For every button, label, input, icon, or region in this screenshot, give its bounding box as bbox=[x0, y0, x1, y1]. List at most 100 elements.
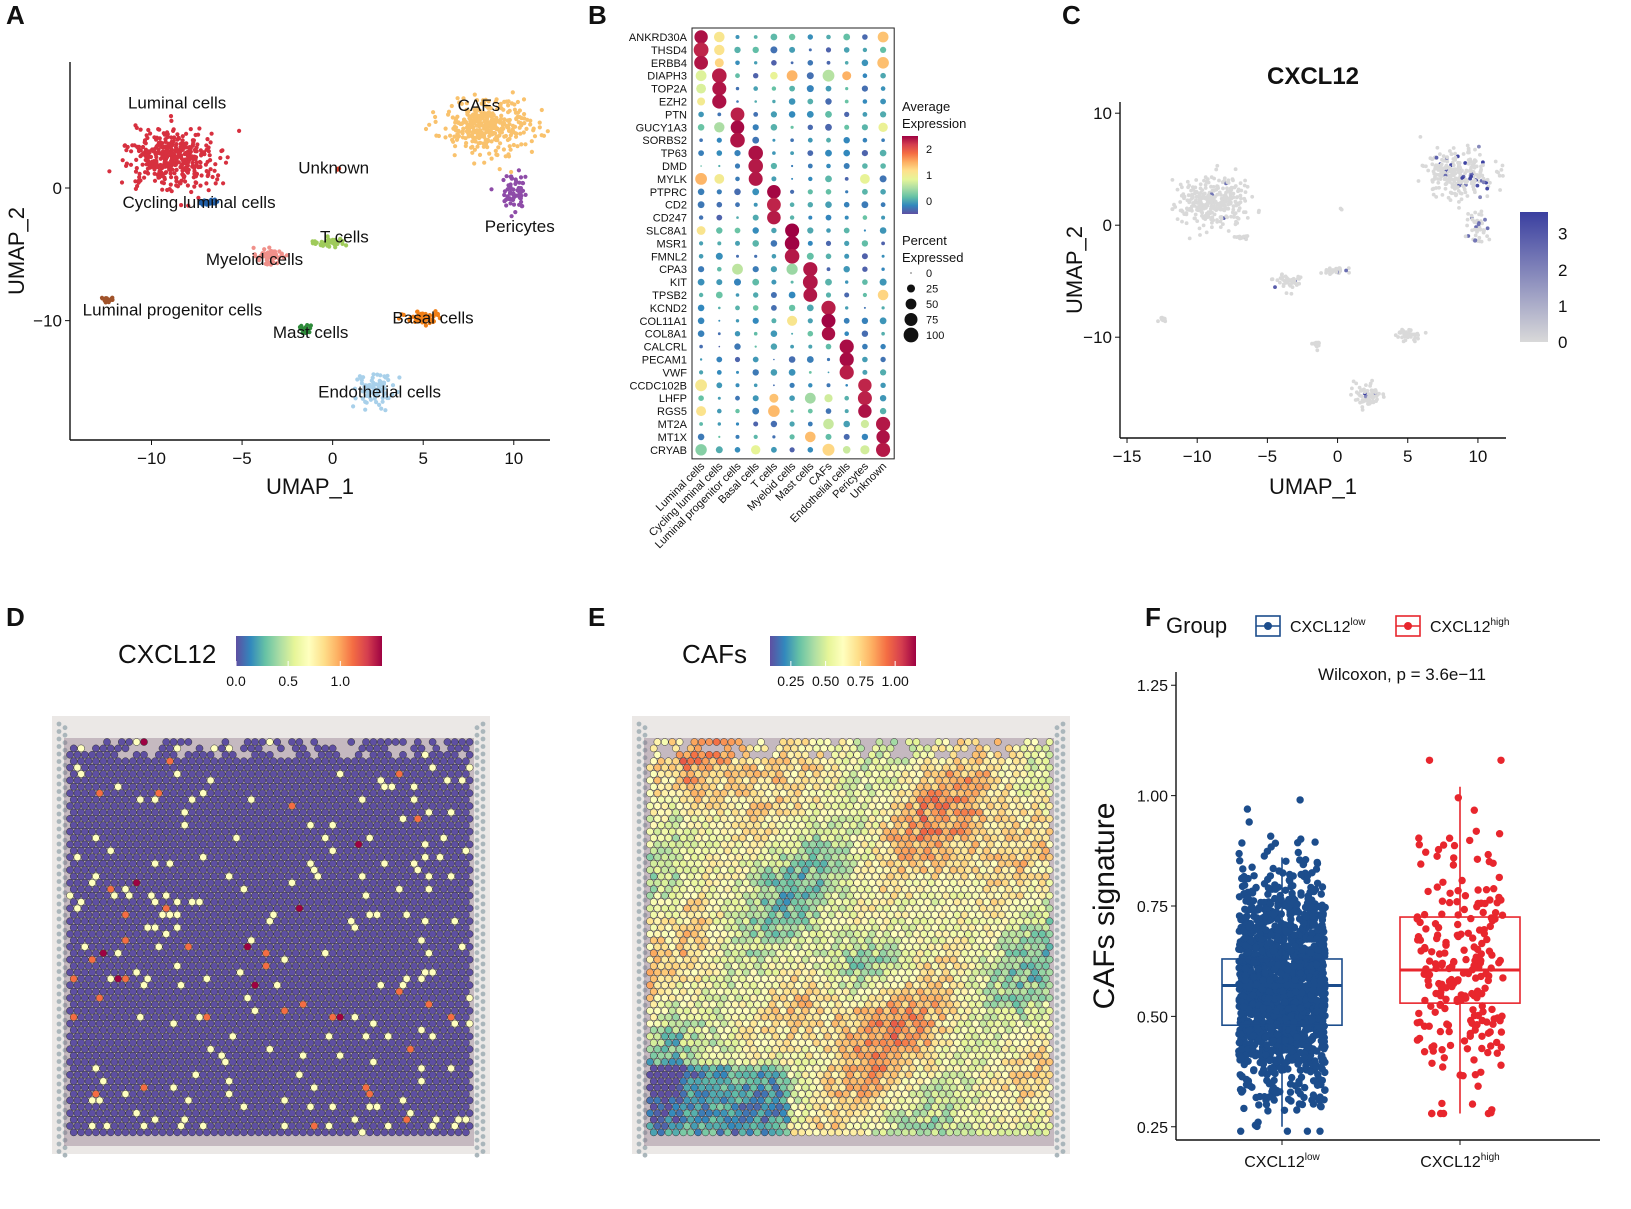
spatial-spot bbox=[284, 949, 293, 958]
spatial-spot bbox=[229, 968, 237, 977]
spatial-spot bbox=[162, 802, 170, 810]
spatial-spot bbox=[195, 898, 204, 906]
spatial-spot bbox=[236, 802, 244, 810]
spatial-spot bbox=[188, 898, 196, 906]
spatial-spot bbox=[465, 904, 474, 913]
spatial-spot bbox=[284, 821, 293, 829]
spatial-spot bbox=[129, 795, 137, 804]
cell-point bbox=[411, 314, 416, 319]
fiducial-spot bbox=[480, 736, 486, 742]
spatial-spot bbox=[166, 987, 174, 996]
expression-dot bbox=[861, 85, 868, 92]
spatial-spot bbox=[454, 859, 463, 868]
fiducial-spot bbox=[474, 807, 480, 813]
spatial-spot bbox=[332, 789, 341, 797]
expression-dot bbox=[844, 177, 849, 181]
spatial-spot bbox=[132, 802, 141, 810]
spatial-spot bbox=[106, 885, 115, 894]
cell-point bbox=[183, 157, 188, 162]
spatial-spot bbox=[251, 981, 259, 990]
spatial-spot bbox=[395, 923, 404, 932]
spatial-spot bbox=[251, 904, 259, 913]
spatial-spot bbox=[465, 815, 474, 823]
cell-point bbox=[465, 112, 470, 117]
spatial-spot bbox=[303, 904, 311, 913]
spatial-spot bbox=[210, 911, 219, 919]
spatial-spot bbox=[391, 981, 400, 990]
fiducial-spot bbox=[480, 886, 486, 892]
spatial-spot bbox=[414, 815, 422, 823]
cell-point bbox=[1319, 271, 1323, 275]
cell-point bbox=[163, 170, 169, 175]
spatial-spot bbox=[114, 744, 122, 753]
spatial-spot bbox=[77, 783, 85, 791]
spatial-spot bbox=[428, 891, 437, 900]
spatial-spot bbox=[432, 872, 441, 881]
cell-point bbox=[146, 153, 151, 158]
spatial-spot bbox=[147, 879, 156, 887]
cell-point bbox=[510, 90, 515, 95]
spatial-spot bbox=[221, 955, 230, 964]
spatial-spot bbox=[173, 783, 182, 791]
expression-dot bbox=[843, 266, 850, 273]
cell-point bbox=[180, 134, 185, 139]
spatial-spot bbox=[129, 872, 137, 881]
y-tick-label: 0 bbox=[1103, 216, 1112, 235]
cell-point bbox=[186, 160, 191, 165]
expression-dot bbox=[770, 111, 777, 118]
cell-point bbox=[537, 120, 542, 125]
spatial-title: CXCL12 bbox=[118, 639, 216, 669]
cell-point bbox=[390, 392, 395, 397]
spatial-spot bbox=[414, 930, 422, 938]
spatial-spot bbox=[447, 936, 455, 945]
fiducial-spot bbox=[56, 916, 62, 922]
spatial-spot bbox=[306, 770, 315, 778]
expression-dot bbox=[862, 369, 868, 375]
spatial-spot bbox=[169, 994, 178, 1002]
fiducial-spot bbox=[480, 909, 486, 914]
spatial-spot bbox=[199, 879, 207, 887]
spatial-spot bbox=[454, 975, 463, 983]
spatial-spot bbox=[232, 962, 241, 970]
spatial-spot bbox=[254, 962, 263, 970]
fiducial-spot bbox=[474, 905, 480, 911]
cell-point bbox=[1465, 143, 1470, 148]
spatial-spot bbox=[421, 968, 430, 977]
expression-dot bbox=[862, 215, 868, 220]
spatial-spot bbox=[236, 917, 244, 926]
spatial-spot bbox=[354, 943, 363, 951]
spatial-spot bbox=[402, 859, 411, 868]
spatial-spot bbox=[125, 827, 133, 836]
spatial-spot bbox=[328, 795, 337, 804]
expression-dot bbox=[716, 227, 723, 234]
cell-point bbox=[1470, 217, 1475, 222]
spatial-spot bbox=[336, 898, 344, 906]
spatial-spot bbox=[192, 763, 200, 772]
spatial-spot bbox=[439, 975, 448, 983]
spatial-spot bbox=[143, 847, 152, 855]
spatial-spot bbox=[277, 872, 285, 881]
spatial-spot bbox=[317, 866, 326, 874]
cell-point bbox=[1466, 212, 1470, 216]
spatial-spot bbox=[69, 808, 78, 817]
fiducial-spot bbox=[56, 1081, 62, 1087]
spatial-spot bbox=[69, 859, 78, 868]
fiducial-spot bbox=[62, 1122, 68, 1128]
cell-point bbox=[1202, 203, 1207, 208]
spatial-spot bbox=[88, 891, 96, 900]
cell-point bbox=[364, 387, 369, 392]
expression-legend-title: Average bbox=[902, 99, 950, 114]
spatial-spot bbox=[358, 872, 367, 881]
spatial-spot bbox=[340, 840, 348, 849]
expression-dot bbox=[732, 263, 743, 275]
spatial-spot bbox=[365, 859, 374, 868]
expression-dot bbox=[753, 35, 758, 39]
expression-dot bbox=[697, 330, 705, 338]
cell-point bbox=[494, 126, 499, 131]
spatial-spot bbox=[214, 789, 222, 797]
spatial-spot bbox=[258, 789, 267, 797]
cell-point bbox=[1189, 188, 1193, 193]
fiducial-spot bbox=[480, 1141, 486, 1147]
cell-point bbox=[1201, 223, 1206, 228]
spatial-spot bbox=[92, 923, 100, 932]
